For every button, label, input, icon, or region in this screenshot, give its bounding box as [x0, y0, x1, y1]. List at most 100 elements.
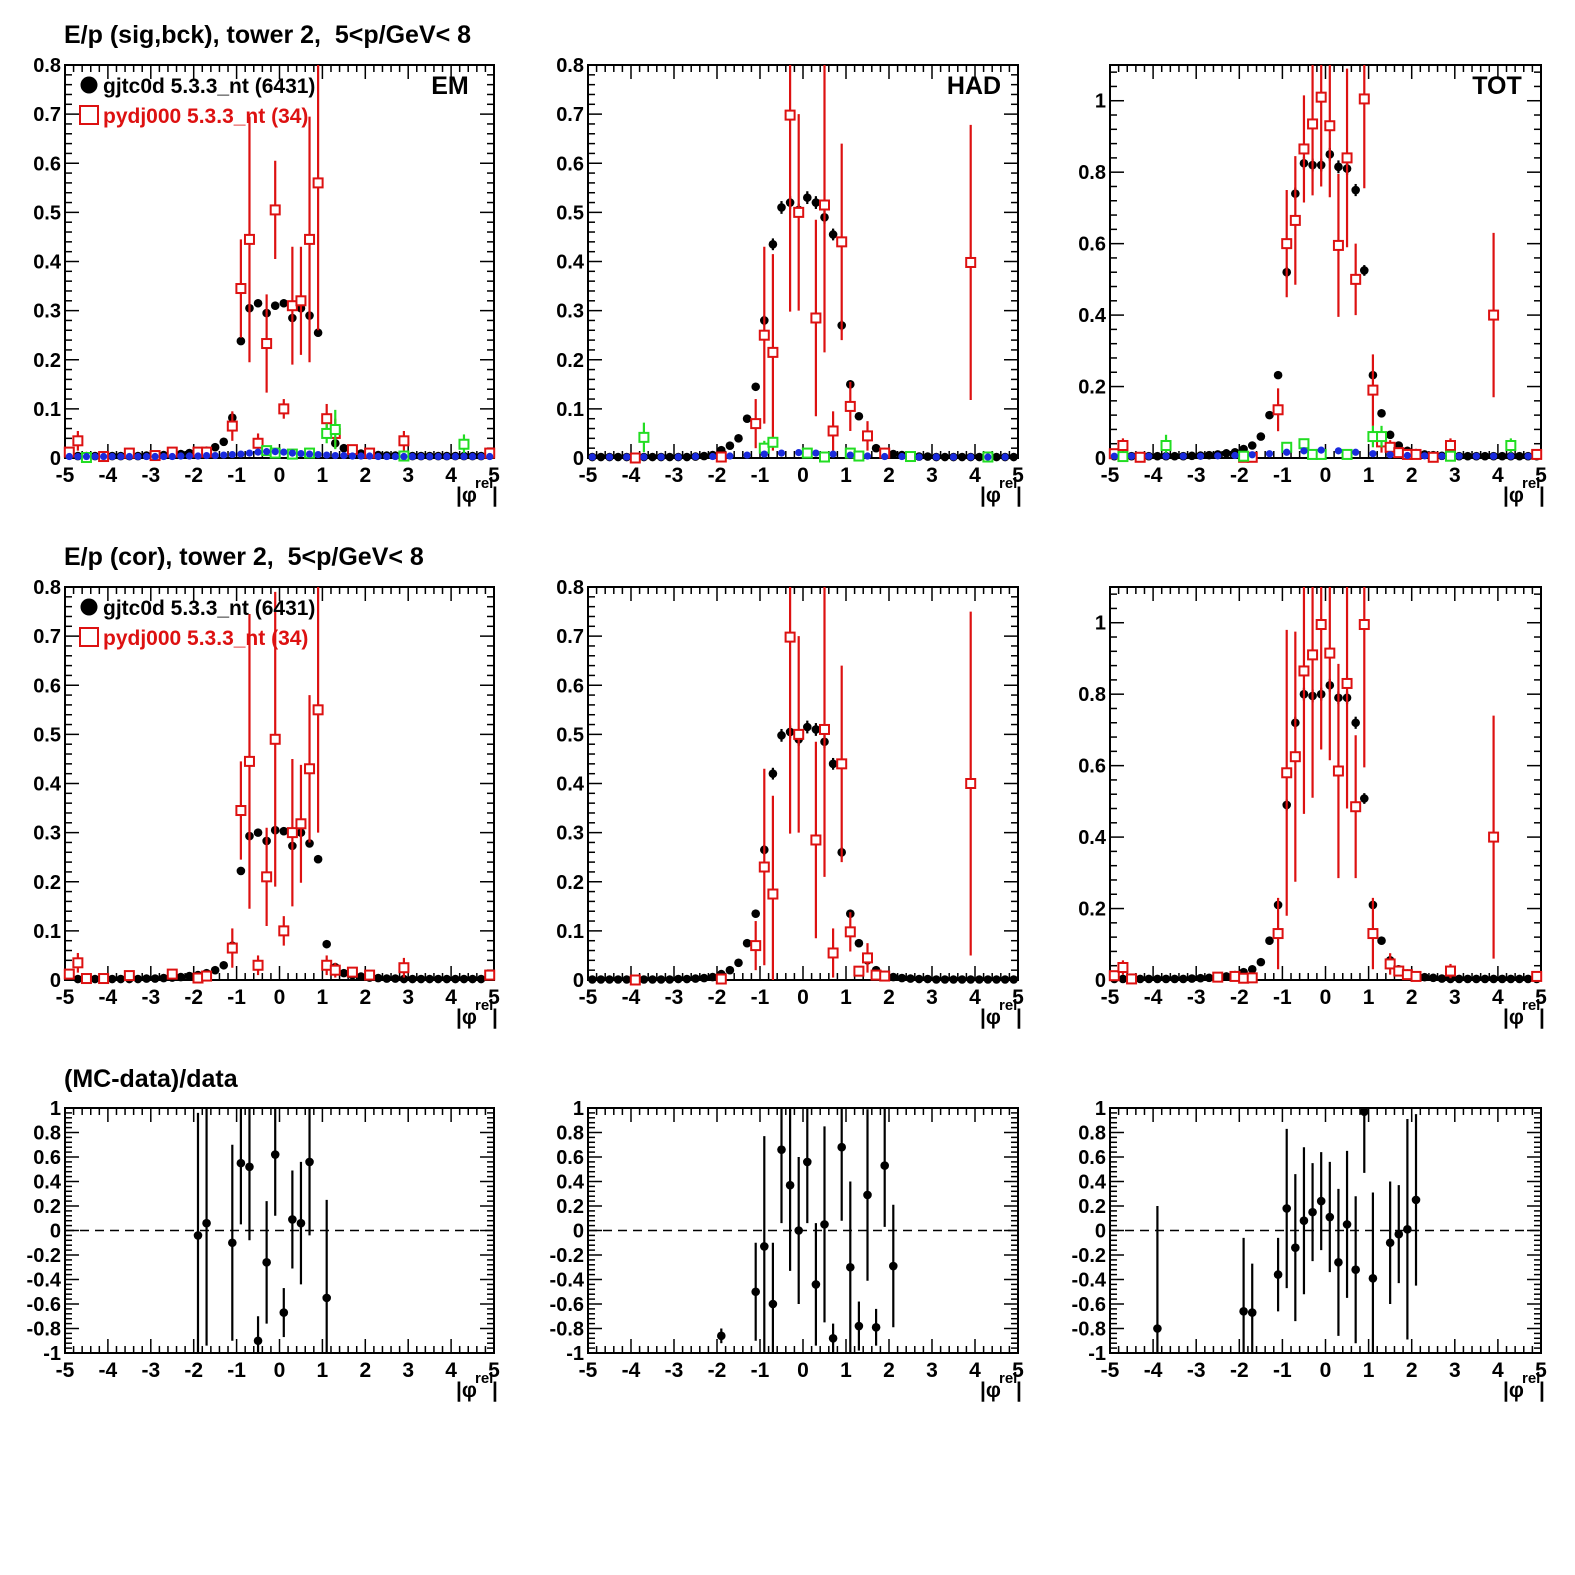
- x-tick-label: -5: [56, 986, 75, 1009]
- data-point: [863, 452, 872, 460]
- data-point: [279, 826, 289, 836]
- data-point: [382, 974, 392, 983]
- x-axis-label-sup: rel: [999, 997, 1017, 1014]
- data-point: [854, 1321, 864, 1331]
- legend-marker-data: [80, 76, 98, 94]
- data-point: [725, 965, 735, 975]
- x-tick-label: 4: [969, 986, 981, 1009]
- x-tick-label: -2: [1230, 464, 1249, 487]
- data-point: [940, 452, 950, 462]
- data-point: [1531, 448, 1543, 460]
- data-point: [785, 1180, 795, 1190]
- data-point: [760, 450, 768, 458]
- data-point: [957, 452, 967, 462]
- x-tick-label: 2: [883, 464, 895, 487]
- data-point: [1325, 1212, 1335, 1222]
- y-tick-label: 0: [1095, 970, 1106, 992]
- data-point: [889, 449, 898, 459]
- panel-ratio-TOT: -5 -4 -3 -2 -1 0 1 2 3 4 5-1-0.8-0.6-0.4-0.200.20.…: [1072, 1098, 1548, 1402]
- data-point: [1463, 451, 1473, 461]
- data-point: [1523, 974, 1533, 984]
- x-tick-label: 5: [488, 986, 500, 1009]
- data-point: [768, 769, 778, 778]
- y-tick-label: 0.5: [556, 724, 584, 746]
- y-tick-label: -0.6: [1072, 1294, 1106, 1316]
- data-point: [1334, 1258, 1343, 1267]
- x-tick-label: 3: [1449, 464, 1461, 487]
- x-tick-label: 3: [1449, 1359, 1461, 1382]
- x-tick-label: -4: [1144, 986, 1163, 1009]
- data-point: [245, 1162, 254, 1172]
- x-axis-label-bar: |: [1539, 1006, 1545, 1029]
- data-point: [811, 1280, 821, 1289]
- data-point: [674, 453, 682, 461]
- data-point: [468, 974, 477, 984]
- data-point: [1367, 384, 1379, 396]
- x-axis-label-sup: rel: [999, 475, 1017, 492]
- data-point: [1000, 975, 1010, 984]
- y-tick-label: 1: [1095, 91, 1106, 113]
- y-tick-label: 0.6: [1078, 234, 1106, 256]
- series-data: [1153, 1107, 1421, 1353]
- y-tick-label: -0.8: [550, 1319, 584, 1341]
- data-point: [142, 452, 151, 461]
- data-point: [322, 1293, 331, 1303]
- x-axis-label-sup: rel: [475, 997, 493, 1014]
- y-tick-label: -1: [566, 1343, 584, 1365]
- data-point: [133, 974, 143, 984]
- data-point: [451, 452, 459, 461]
- data-point: [975, 975, 984, 984]
- data-point: [1455, 452, 1463, 460]
- data-point: [1359, 794, 1369, 803]
- data-point: [1428, 973, 1438, 983]
- data-point: [1204, 450, 1214, 460]
- data-point: [1463, 974, 1473, 984]
- data-point: [168, 452, 176, 461]
- data-point: [1403, 451, 1411, 460]
- data-point: [846, 1262, 855, 1272]
- data-point: [1281, 767, 1293, 779]
- data-point: [254, 448, 262, 456]
- data-point: [751, 382, 760, 392]
- legend: gjtc0d 5.3.3_nt (6431) pydj000 5.3.3_nt (…: [79, 75, 315, 128]
- data-point: [72, 957, 84, 969]
- x-tick-label: 3: [1449, 986, 1461, 1009]
- data-point: [777, 731, 786, 740]
- y-tick-label: 0.8: [1078, 1123, 1106, 1145]
- data-point: [1273, 1270, 1283, 1279]
- data-point: [340, 451, 348, 460]
- data-point: [1307, 118, 1319, 130]
- data-point: [758, 329, 770, 341]
- data-point: [237, 450, 245, 458]
- y-tick-label: 0.2: [1078, 1196, 1106, 1218]
- data-point: [767, 346, 779, 358]
- data-point: [235, 283, 247, 295]
- y-tick-label: 0.6: [33, 1147, 61, 1169]
- x-tick-label: -5: [56, 464, 75, 487]
- data-point: [1281, 238, 1293, 250]
- data-point: [844, 926, 856, 938]
- data-point: [1384, 958, 1396, 970]
- y-tick-label: 0.7: [556, 626, 584, 648]
- data-point: [881, 452, 889, 461]
- x-tick-label: 1: [1363, 464, 1375, 487]
- data-point: [486, 452, 494, 461]
- y-tick-label: -1: [43, 1343, 61, 1365]
- data-point: [803, 193, 812, 202]
- data-point: [426, 452, 434, 461]
- x-tick-label: -3: [1187, 1359, 1206, 1382]
- data-point: [398, 962, 410, 974]
- data-point: [117, 452, 125, 461]
- x-tick-label: 5: [488, 1359, 500, 1382]
- data-point: [1239, 1307, 1248, 1316]
- data-point: [235, 805, 247, 817]
- data-point: [1162, 452, 1170, 460]
- data-point: [1403, 1224, 1412, 1234]
- row-title-cor: E/p (cor), tower 2, 5<p/GeV< 8: [64, 543, 424, 571]
- y-tick-label: 0.6: [1078, 756, 1106, 778]
- data-point: [1488, 309, 1500, 321]
- data-point: [794, 1226, 803, 1235]
